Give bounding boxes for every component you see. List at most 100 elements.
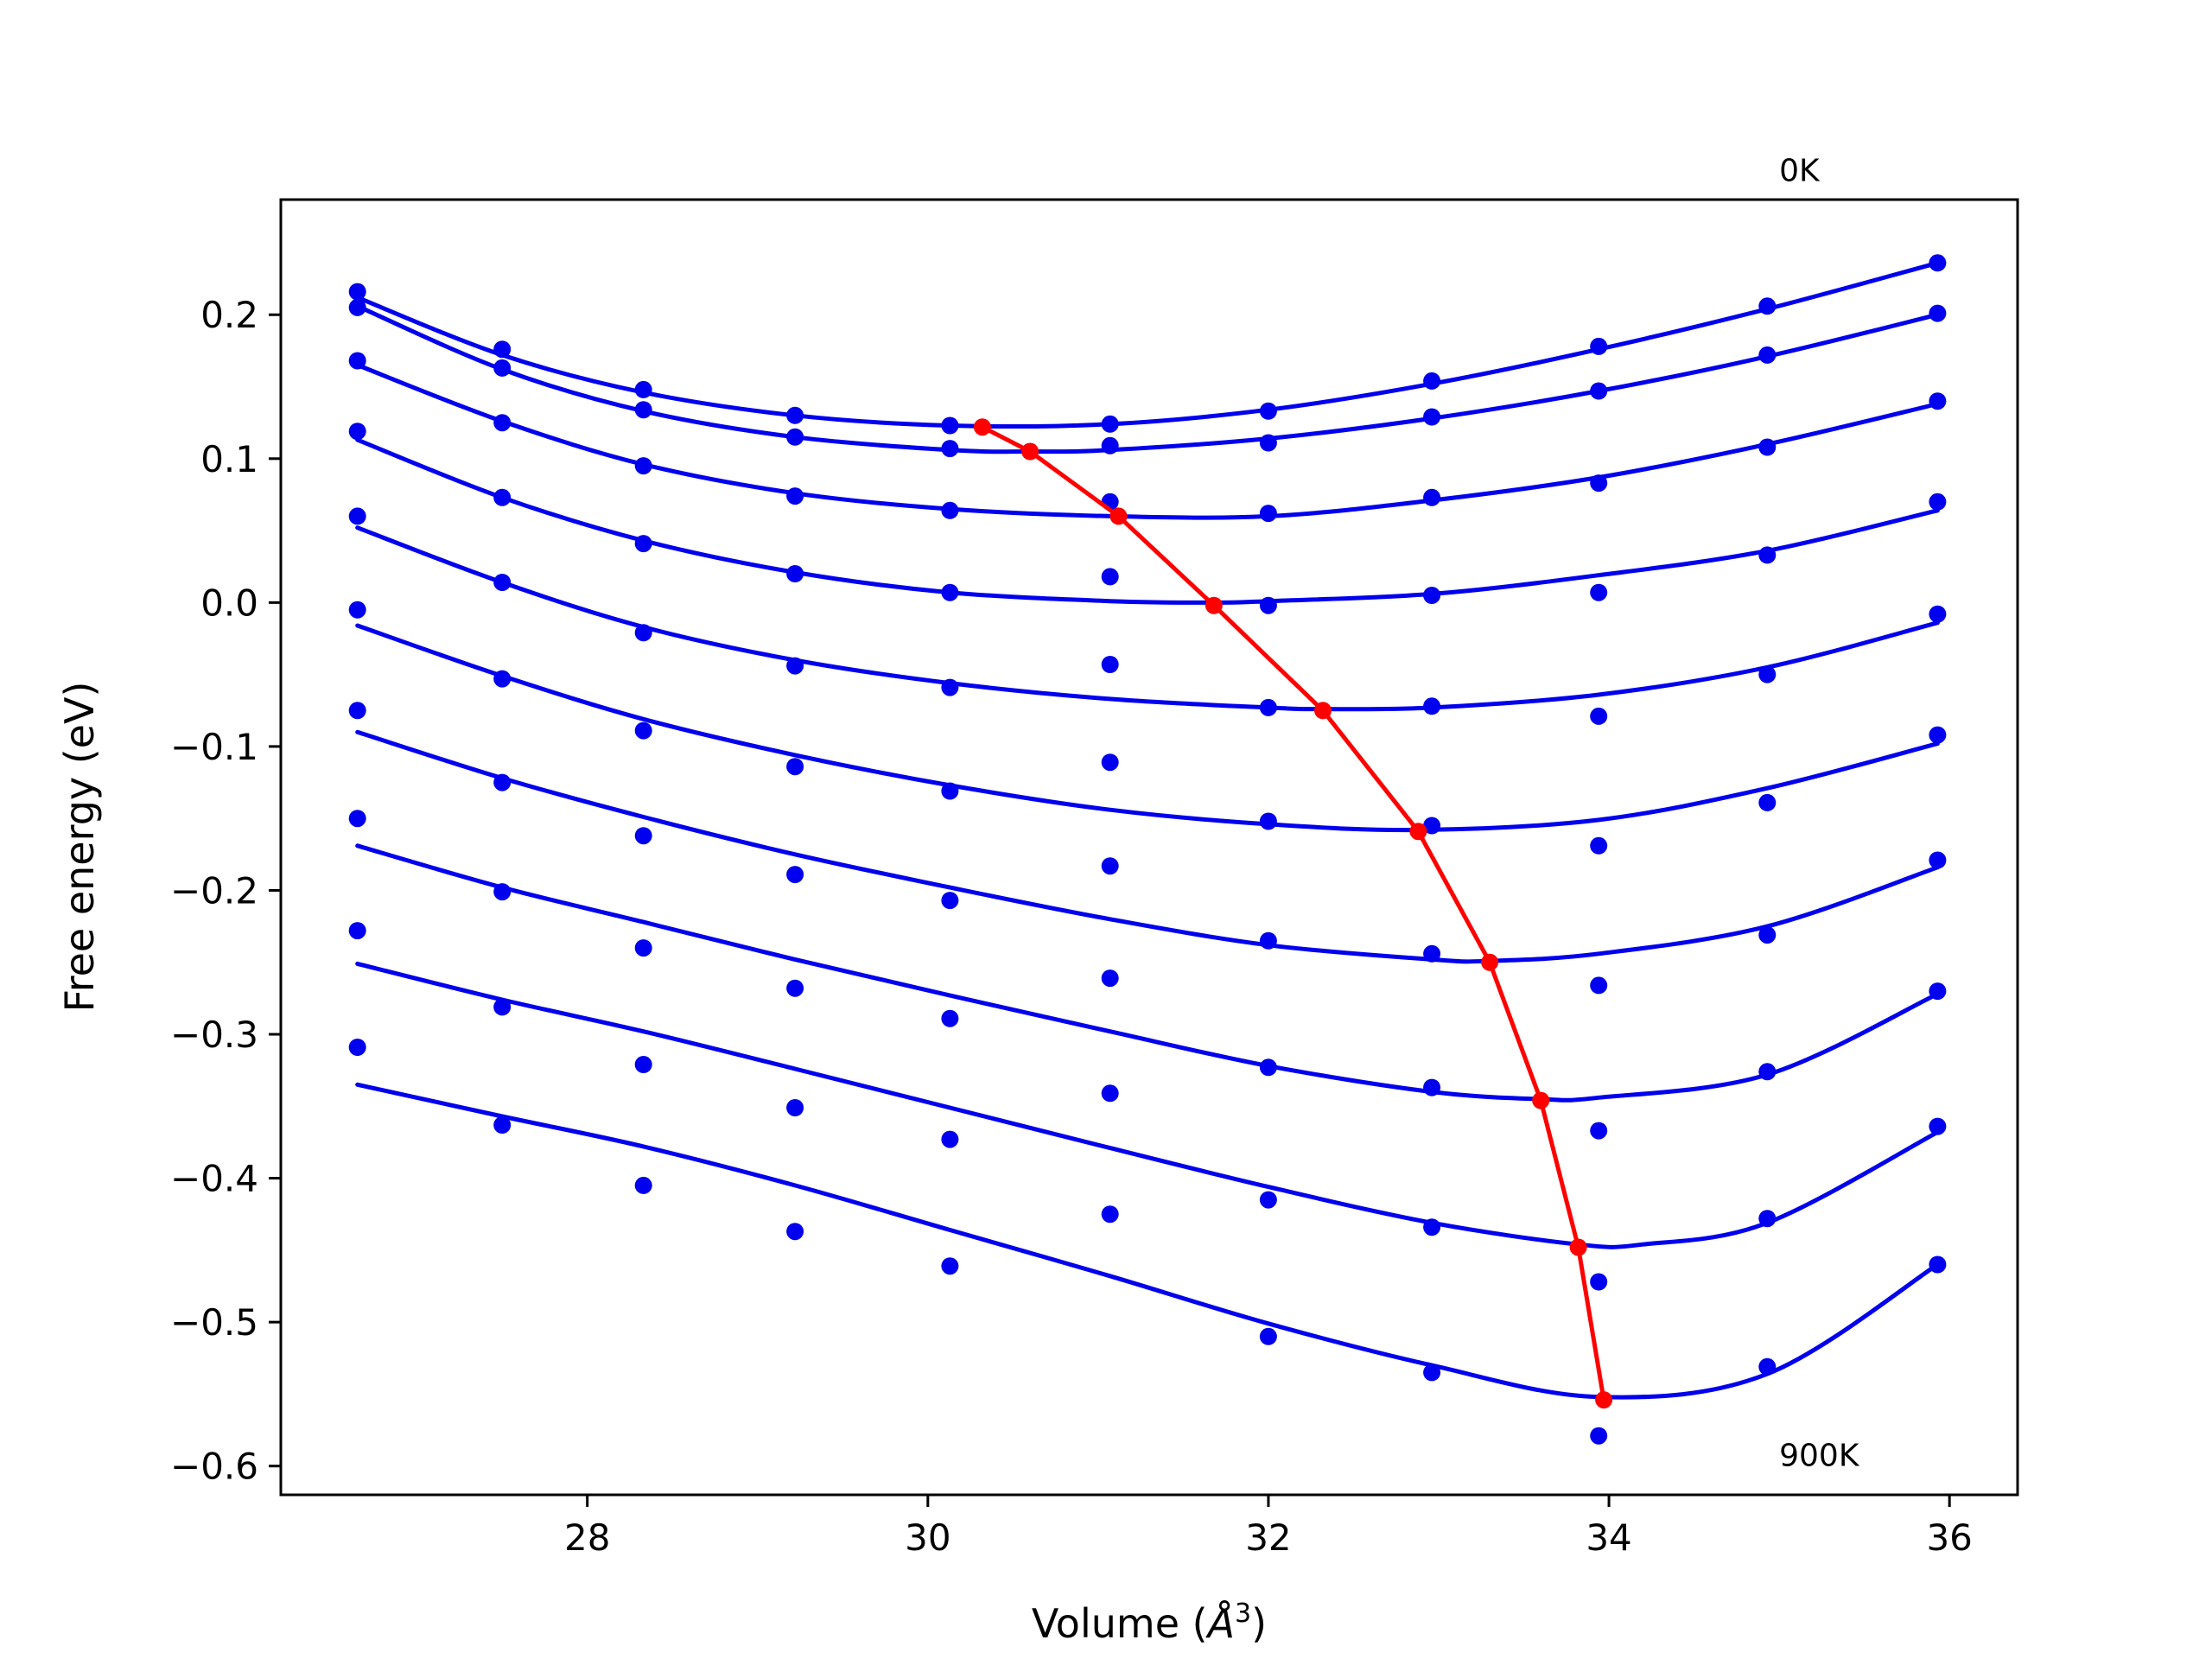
data-point-4-0 — [348, 507, 366, 525]
data-point-1-10 — [1929, 304, 1947, 322]
data-point-0-9 — [1758, 297, 1777, 315]
data-point-4-10 — [1929, 605, 1947, 623]
data-point-2-2 — [634, 457, 652, 475]
data-point-9-6 — [1259, 1327, 1277, 1345]
data-point-4-2 — [634, 624, 652, 642]
x-axis: 28 30 32 34 36 — [564, 1495, 1973, 1559]
data-point-9-5 — [1101, 1205, 1119, 1224]
data-point-4-4 — [941, 678, 959, 696]
data-point-4-1 — [493, 574, 512, 591]
data-point-6-0 — [348, 702, 366, 720]
data-point-5-0 — [348, 601, 366, 619]
fit-curve-1 — [355, 303, 1940, 454]
data-point-1-2 — [634, 401, 652, 419]
data-point-0-4 — [941, 416, 959, 435]
data-point-7-0 — [348, 810, 366, 828]
data-point-7-5 — [1101, 969, 1119, 988]
data-point-4-5 — [1101, 656, 1119, 673]
minima-line — [980, 424, 1606, 1402]
data-point-8-1 — [493, 998, 512, 1016]
minimum-point-0 — [973, 418, 991, 436]
data-point-6-5 — [1101, 857, 1119, 875]
data-point-8-6 — [1259, 1191, 1277, 1209]
data-point-2-9 — [1758, 438, 1777, 456]
data-point-3-2 — [634, 535, 652, 553]
data-point-8-0 — [348, 922, 366, 940]
data-point-3-10 — [1929, 493, 1947, 511]
annotations: 0K 900K — [1779, 153, 1860, 1473]
data-point-3-4 — [941, 583, 959, 601]
data-point-7-2 — [634, 939, 652, 957]
data-point-2-4 — [941, 501, 959, 519]
y-tick-label: −0.3 — [170, 1014, 258, 1056]
data-point-9-2 — [634, 1176, 652, 1194]
data-point-4-8 — [1590, 707, 1608, 725]
minimum-point-5 — [1409, 823, 1427, 841]
data-point-3-5 — [1101, 568, 1119, 586]
minimum-point-6 — [1481, 953, 1499, 971]
data-point-3-9 — [1758, 546, 1777, 564]
data-point-3-8 — [1590, 583, 1608, 601]
x-tick-label: 28 — [564, 1516, 610, 1559]
data-point-6-8 — [1590, 976, 1608, 995]
plot-frame — [279, 198, 2019, 1497]
data-point-1-3 — [786, 428, 804, 446]
data-point-1-4 — [941, 440, 959, 458]
data-point-6-7 — [1423, 944, 1441, 963]
data-point-1-0 — [348, 298, 366, 316]
data-point-4-6 — [1259, 698, 1277, 716]
data-point-7-7 — [1423, 1078, 1441, 1096]
data-point-9-10 — [1929, 1255, 1947, 1274]
minimum-point-1 — [1021, 442, 1039, 461]
data-point-0-7 — [1423, 372, 1441, 390]
data-point-8-8 — [1590, 1273, 1608, 1291]
data-point-2-10 — [1929, 392, 1947, 410]
data-point-8-7 — [1423, 1218, 1441, 1236]
data-point-0-8 — [1590, 337, 1608, 355]
minimum-point-9 — [1595, 1391, 1613, 1409]
data-point-1-8 — [1590, 382, 1608, 400]
data-point-3-6 — [1259, 596, 1277, 614]
fit-curve-8 — [355, 961, 1940, 1249]
data-point-5-9 — [1758, 793, 1777, 811]
data-point-0-3 — [786, 406, 804, 424]
data-point-7-1 — [493, 883, 512, 901]
data-point-6-3 — [786, 866, 804, 884]
data-point-7-6 — [1259, 1058, 1277, 1077]
y-tick-label: −0.4 — [170, 1158, 258, 1200]
data-point-8-4 — [941, 1130, 959, 1148]
data-point-5-6 — [1259, 812, 1277, 830]
x-tick-label: 36 — [1926, 1516, 1972, 1559]
data-point-2-8 — [1590, 474, 1608, 493]
data-point-9-4 — [941, 1257, 959, 1275]
data-point-8-10 — [1929, 1117, 1947, 1135]
data-point-5-2 — [634, 721, 652, 740]
y-axis-label: Free energy (eV) — [56, 682, 103, 1013]
data-point-3-7 — [1423, 587, 1441, 604]
data-point-6-2 — [634, 827, 652, 845]
data-point-7-8 — [1590, 1122, 1608, 1140]
data-point-0-10 — [1929, 254, 1947, 272]
minimum-point-4 — [1314, 702, 1332, 720]
data-point-7-9 — [1758, 1063, 1777, 1081]
data-point-2-6 — [1259, 505, 1277, 523]
y-tick-label: −0.5 — [170, 1301, 258, 1344]
data-point-7-10 — [1929, 982, 1947, 1001]
data-point-1-5 — [1101, 436, 1119, 454]
fit-curve-6 — [355, 729, 1940, 964]
data-point-2-3 — [786, 487, 804, 505]
y-tick-label: −0.1 — [170, 726, 258, 768]
y-axis: 0.2 0.1 0.0 −0.1 −0.2 −0.3 −0.4 −0.5 −0.6 — [170, 294, 281, 1488]
data-point-9-9 — [1758, 1357, 1777, 1376]
data-point-4-9 — [1758, 665, 1777, 683]
data-point-9-1 — [493, 1116, 512, 1134]
fit-curve-7 — [355, 843, 1940, 1103]
data-point-3-1 — [493, 488, 512, 506]
data-point-8-3 — [786, 1099, 804, 1116]
annotation-0: 0K — [1779, 153, 1821, 188]
data-point-5-3 — [786, 758, 804, 776]
x-tick-label: 34 — [1586, 1516, 1631, 1559]
minimum-point-7 — [1532, 1091, 1550, 1109]
